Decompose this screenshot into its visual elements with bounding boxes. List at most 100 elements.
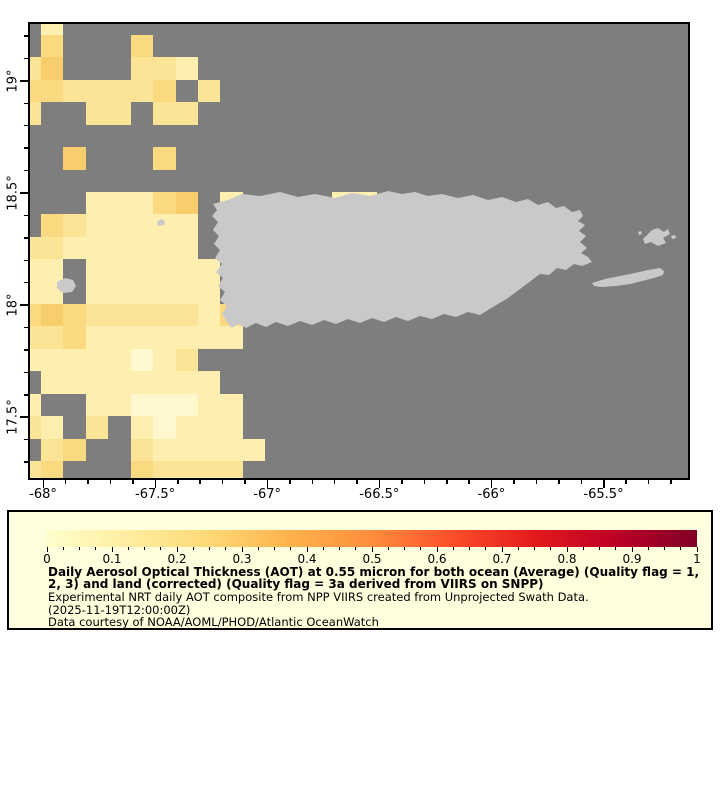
- x-tick-label: -66°: [477, 487, 506, 502]
- y-minor-tick: [24, 461, 28, 463]
- aot-cell: [153, 57, 176, 80]
- aot-cell: [197, 326, 221, 349]
- aot-cell: [175, 214, 198, 237]
- aot-cell: [153, 79, 176, 103]
- aot-cell: [41, 304, 64, 327]
- y-minor-tick: [24, 371, 28, 374]
- aot-cell: [130, 393, 154, 417]
- aot-cell: [220, 393, 243, 417]
- aot-cell: [220, 326, 243, 349]
- aot-cell: [153, 236, 176, 260]
- aot-cell: [41, 79, 64, 103]
- aot-cell: [175, 102, 198, 125]
- aot-cell: [108, 304, 131, 327]
- colorbar-minor-tick: [339, 547, 340, 550]
- x-minor-tick: [446, 480, 448, 484]
- aot-cells-layer: [30, 24, 688, 478]
- colorbar-major-tick: [176, 547, 178, 552]
- aot-cell: [41, 35, 64, 58]
- y-major-tick: [20, 416, 28, 418]
- colorbar-minor-tick: [62, 547, 64, 550]
- colorbar-minor-tick: [469, 547, 470, 550]
- aot-cell: [175, 236, 198, 260]
- x-minor-tick: [401, 480, 403, 484]
- island-culebra-island: [643, 228, 670, 246]
- colorbar-minor-tick: [290, 547, 292, 550]
- colorbar-minor-tick: [209, 547, 210, 550]
- x-major-tick: [266, 480, 269, 488]
- legend-title-line-1: Daily Aerosol Optical Thickness (AOT) at…: [48, 565, 700, 579]
- y-tick-label: 18°: [5, 293, 21, 317]
- aot-cell: [85, 102, 109, 125]
- y-minor-tick: [24, 57, 28, 60]
- aot-cell: [130, 35, 154, 58]
- aot-cell: [41, 24, 64, 35]
- aot-cell: [197, 438, 221, 461]
- x-minor-tick: [289, 480, 291, 484]
- x-minor-tick: [64, 480, 67, 484]
- aot-cell: [153, 393, 176, 417]
- x-tick-label: -67.5°: [135, 487, 176, 502]
- colorbar-tick-label: 0.4: [297, 552, 317, 566]
- aot-cell: [30, 259, 41, 282]
- colorbar-major-tick: [111, 547, 113, 552]
- x-minor-tick: [199, 480, 201, 484]
- aot-cell: [85, 326, 109, 349]
- aot-cell: [30, 460, 41, 478]
- aot-cell: [175, 57, 198, 80]
- aot-cell: [63, 214, 86, 237]
- x-minor-tick: [535, 480, 538, 484]
- aot-cell: [153, 147, 176, 170]
- x-tick-label: -68°: [29, 487, 57, 502]
- aot-cell: [85, 371, 109, 394]
- aot-cell: [153, 214, 176, 237]
- aot-cell: [63, 236, 86, 260]
- aot-cell: [153, 281, 176, 305]
- colorbar-major-tick: [371, 547, 373, 552]
- y-minor-tick: [24, 394, 28, 396]
- aot-cell: [85, 348, 109, 372]
- colorbar-minor-tick: [225, 547, 227, 550]
- x-minor-tick: [647, 480, 650, 484]
- colorbar-major-tick: [696, 547, 698, 552]
- aot-cell: [85, 191, 109, 215]
- x-tick-label: -67°: [253, 487, 282, 502]
- aot-cell: [63, 147, 86, 170]
- y-minor-tick: [24, 35, 28, 37]
- colorbar-tick-label: 0.7: [492, 552, 512, 566]
- island-culebra-cay-west: [638, 231, 642, 235]
- aot-cell: [63, 326, 86, 349]
- aot-cell: [30, 57, 41, 80]
- x-minor-tick: [625, 480, 627, 484]
- x-minor-tick: [177, 480, 179, 484]
- islands-layer: [57, 191, 676, 328]
- colorbar-minor-tick: [127, 547, 129, 550]
- map-canvas: [28, 22, 690, 480]
- aot-cell: [175, 460, 198, 478]
- x-minor-tick: [221, 480, 224, 484]
- aot-cell: [130, 191, 154, 215]
- island-culebra-cay-east: [671, 235, 676, 239]
- y-minor-tick: [24, 438, 28, 441]
- colorbar-major-tick: [631, 547, 633, 552]
- colorbar-minor-tick: [517, 547, 519, 550]
- aot-cell: [175, 191, 198, 215]
- aot-cell: [130, 416, 154, 439]
- aot-cell: [108, 259, 131, 282]
- aot-cell: [153, 259, 176, 282]
- aot-cell: [197, 460, 221, 478]
- aot-cell: [41, 460, 64, 478]
- colorbar-minor-tick: [615, 547, 617, 550]
- aot-cell: [153, 438, 176, 461]
- colorbar-tick-label: 0.1: [102, 552, 122, 566]
- colorbar-minor-tick: [420, 547, 422, 550]
- aot-cell: [130, 281, 154, 305]
- colorbar-tick-label: 1: [693, 552, 701, 566]
- aot-cell: [63, 371, 86, 394]
- aot-cell: [130, 236, 154, 260]
- aot-cell: [153, 460, 176, 478]
- y-tick-label: 17.5°: [5, 399, 21, 435]
- aot-cell: [41, 348, 64, 372]
- x-minor-tick: [513, 480, 515, 484]
- aot-cell: [197, 304, 221, 327]
